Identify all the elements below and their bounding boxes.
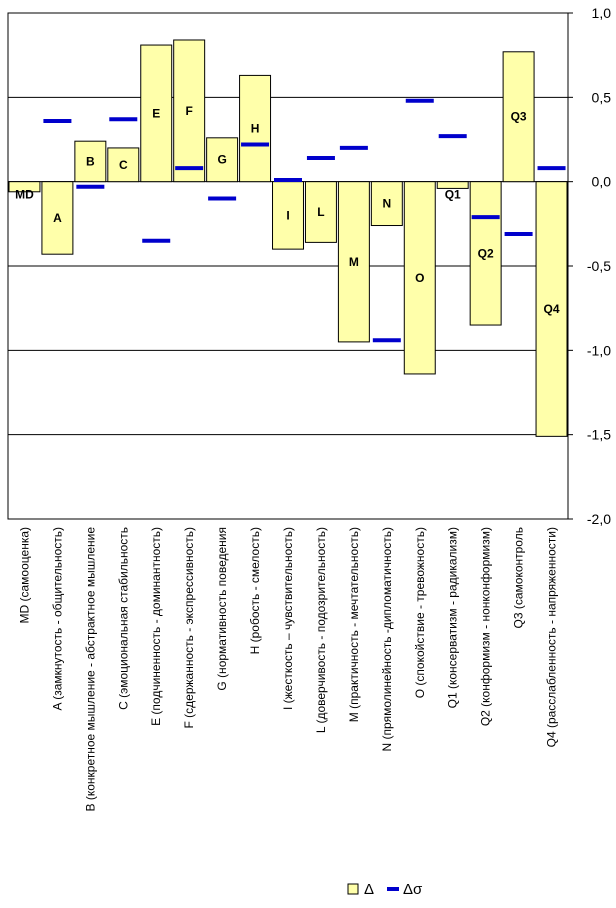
bar [107,147,140,183]
bar-label: I [286,208,289,222]
bar-series [8,39,568,437]
bar [469,181,502,326]
legend-label-delta-sigma: Δσ [403,881,423,898]
x-tick-label: B (конкретное мышление - абстрактное мыш… [83,527,97,812]
bar [436,181,469,189]
legend-label-delta: Δ [364,881,374,898]
bar [304,181,337,243]
y-tick-label: -0,5 [587,258,611,274]
y-tick-label: 1,0 [592,5,612,21]
x-tick-label: Q4 (расслабленность - напряженности) [545,527,559,747]
x-tick-label: N (прямолинейность -дипломатичность) [380,527,394,751]
axes [7,12,573,520]
plot-area-border [7,12,569,520]
x-tick-label: F (сдержанность - экспрессивность) [182,527,196,729]
bar [239,74,272,183]
bar-label: M [349,255,359,269]
bar [535,181,568,437]
x-tick-label: A (замкнутость - общительность) [50,527,64,710]
bar-label: Q2 [478,246,494,260]
bar-label: L [317,205,324,219]
x-tick-label: H (робость - смелость) [248,527,262,654]
x-tick-label: Q3 (самоконтроль [512,527,526,628]
bar [370,181,403,227]
bar-label: B [86,154,95,168]
bar-label: H [251,122,260,136]
x-tick-label: G (нормативность поведения [215,527,229,691]
bar [206,137,239,183]
x-tick-label: Q1 (консерватизм - радикализм) [446,527,460,708]
bar [502,51,535,183]
bar-label: A [53,211,62,225]
bar-label: Q3 [511,110,527,124]
bar [403,181,436,375]
bar [8,181,41,193]
x-tick-label: I (жесткость – чувствительность) [281,527,295,710]
x-tick-label: E (подчиненность - доминантность) [149,527,163,726]
legend: Δ Δσ [347,881,423,898]
bar [140,44,173,183]
x-tick-label: MD (самооценка) [17,527,31,624]
bar-label: C [119,158,128,172]
bar-label: MD [15,188,34,202]
bar-labels: MD A B C E F G H I L M N O Q1 Q2 Q3 Q4 [15,104,560,316]
bar [173,39,206,183]
x-tick-label: M (практичность - мечтательность) [347,527,361,722]
bar-label: Q1 [445,188,461,202]
x-tick-label: Q2 (конформизм - нонконформизм) [479,527,493,726]
bar-label: F [186,104,193,118]
bar-label: O [415,271,424,285]
y-tick-label: -1,0 [587,342,611,358]
bar [41,181,74,255]
bar [337,181,370,343]
y-tick-label: 0,5 [592,89,612,105]
bar-label: Q4 [544,302,560,316]
legend-swatch-delta [347,883,359,895]
bar-label: G [217,153,226,167]
x-tick-label: C (эмоциональная стабильность [116,527,130,710]
y-tick-label: -2,0 [587,511,611,527]
y-tick-label: -1,5 [587,427,611,443]
y-axis-tick-labels: 1,0 0,5 0,0 -0,5 -1,0 -1,5 -2,0 [587,5,611,527]
x-tick-label: L (доверчивость - подозрительность) [314,527,328,733]
bar [74,140,107,183]
x-tick-label: O (спокойствие - тревожность) [413,527,427,698]
bar-label: N [382,197,391,211]
y-tick-label: 0,0 [592,174,612,190]
marker-series [43,98,566,343]
x-axis-tick-labels: MD (самооценка) A (замкнутость - общитель… [17,527,558,812]
bar-label: E [152,106,160,120]
